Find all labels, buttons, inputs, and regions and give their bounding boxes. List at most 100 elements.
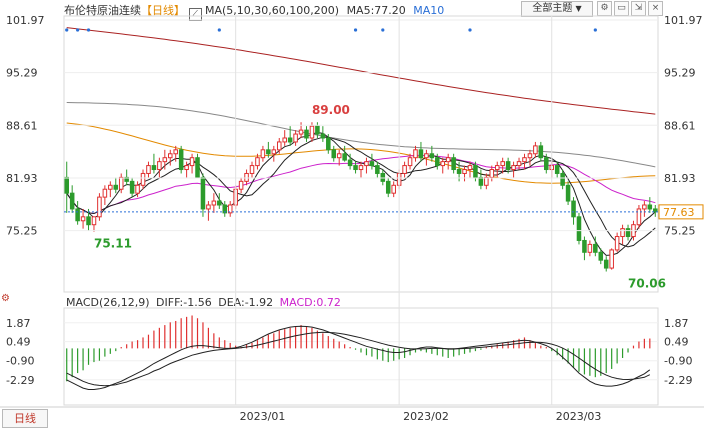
candle-up: [484, 176, 489, 186]
candle-up: [118, 176, 124, 190]
indicator-settings-icon[interactable]: ⚙: [1, 293, 10, 304]
price-y-tick-right: 75.25: [664, 225, 696, 238]
candle-down: [342, 153, 347, 161]
candle-up: [642, 204, 647, 210]
candle-up: [462, 169, 467, 174]
x-tick-label: 2023/01: [240, 410, 286, 423]
candle-down: [598, 251, 604, 261]
candle-up: [146, 165, 151, 174]
candle-down: [603, 259, 609, 269]
event-marker: [353, 28, 358, 32]
ma200-line: [66, 27, 656, 115]
candle-down: [178, 149, 184, 171]
chevron-down-icon: ▼: [575, 4, 582, 13]
macd-y-tick-left: 0.49: [6, 336, 31, 349]
candle-up: [489, 169, 495, 178]
price-y-tick-right: 95.29: [664, 67, 696, 80]
price-y-tick-right: 88.61: [664, 119, 696, 132]
candle-up: [467, 165, 473, 171]
candle-down: [538, 145, 544, 159]
event-marker: [76, 28, 80, 32]
event-marker: [217, 28, 221, 32]
candle-down: [456, 169, 462, 174]
candle-up: [620, 228, 625, 238]
candle-up: [157, 161, 162, 171]
candle-up: [364, 161, 369, 167]
annotation-label: 75.11: [94, 237, 132, 251]
macd-dea-label: DEA:-1.92: [218, 296, 274, 309]
macd-y-tick-left: 1.87: [6, 317, 31, 330]
candle-down: [369, 161, 375, 167]
macd-y-tick-left: -0.90: [6, 355, 34, 368]
macd-diff-label: DIFF:-1.56: [156, 296, 212, 309]
candle-down: [151, 165, 157, 171]
candle-up: [336, 153, 342, 159]
price-y-tick-left: 81.93: [6, 172, 38, 185]
event-marker: [86, 28, 91, 32]
candle-up: [102, 188, 108, 198]
candle-down: [331, 149, 337, 159]
candle-down: [647, 204, 653, 210]
candle-down: [429, 153, 435, 159]
candle-down: [75, 208, 80, 222]
price-y-tick-left: 95.29: [6, 67, 38, 80]
candle-down: [326, 137, 331, 151]
candle-down: [124, 176, 129, 182]
candle-down: [554, 165, 560, 174]
candle-down: [347, 159, 353, 167]
candle-up: [276, 141, 282, 151]
event-marker: [65, 28, 69, 32]
candle-up: [173, 149, 178, 155]
candle-up: [227, 204, 233, 214]
candle-up: [184, 165, 189, 171]
annotation-label: 70.06: [628, 277, 666, 291]
candle-down: [69, 192, 75, 210]
candle-up: [500, 161, 505, 167]
ma5-label: MA5:77.20: [346, 4, 406, 17]
candle-up: [424, 153, 429, 159]
candle-up: [80, 216, 86, 222]
candle-up: [609, 249, 614, 269]
candle-up: [445, 157, 451, 163]
macd-header: MACD(26,12,9) DIFF:-1.56 DEA:-1.92 MACD:…: [66, 296, 341, 309]
macd-panel-frame: [63, 307, 659, 406]
macd-params-label: MACD(26,12,9): [66, 296, 150, 309]
candle-up: [358, 165, 364, 171]
candle-down: [385, 180, 391, 194]
ma10-label: MA10: [413, 4, 445, 17]
last-price-label: 77.63: [663, 206, 695, 219]
candle-down: [571, 200, 576, 218]
price-y-tick-right: 81.93: [664, 172, 696, 185]
candle-up: [206, 204, 211, 210]
candle-up: [522, 157, 527, 163]
candle-up: [527, 153, 533, 159]
candle-down: [200, 176, 206, 210]
candle-down: [380, 172, 386, 182]
candle-up: [249, 165, 255, 174]
x-tick-label: 2023/03: [556, 410, 602, 423]
candle-up: [140, 172, 146, 186]
candle-down: [287, 137, 293, 143]
event-marker: [381, 28, 385, 32]
candle-down: [266, 149, 271, 155]
candle-down: [304, 129, 309, 139]
candle-up: [91, 216, 97, 226]
event-marker: [468, 28, 472, 32]
candle-up: [255, 157, 260, 167]
candle-down: [576, 216, 582, 241]
theme-label: 全部主题: [532, 3, 573, 14]
candle-up: [298, 129, 304, 135]
candle-up: [413, 149, 418, 159]
macd-y-tick-right: -0.90: [664, 355, 692, 368]
candle-down: [625, 228, 631, 238]
price-y-tick-right: 101.97: [664, 14, 703, 27]
candle-down: [560, 172, 565, 186]
candle-down: [593, 243, 598, 253]
candle-down: [86, 216, 91, 226]
candle-up: [238, 180, 244, 190]
candle-down: [544, 157, 549, 171]
candle-up: [440, 161, 446, 167]
period-badge[interactable]: 【日线】: [141, 4, 185, 17]
